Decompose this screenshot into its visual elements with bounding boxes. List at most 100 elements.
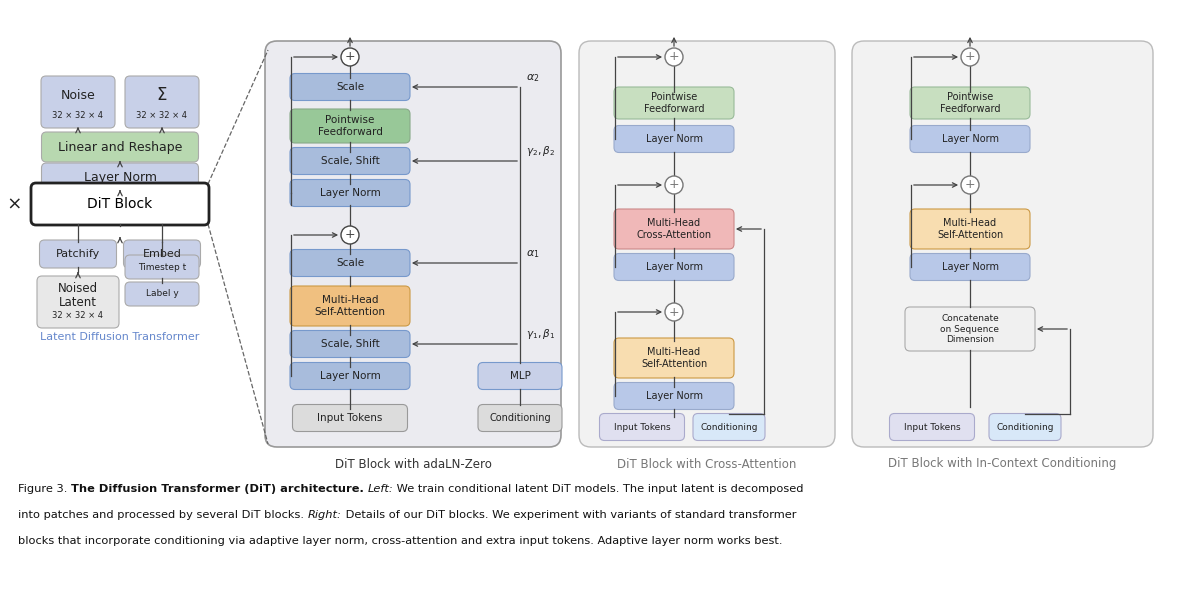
- FancyBboxPatch shape: [126, 76, 199, 128]
- Text: 32 × 32 × 4: 32 × 32 × 4: [52, 111, 103, 121]
- FancyBboxPatch shape: [290, 147, 410, 175]
- FancyBboxPatch shape: [290, 249, 410, 276]
- FancyBboxPatch shape: [614, 382, 734, 410]
- Text: $\gamma_1,\beta_1$: $\gamma_1,\beta_1$: [526, 327, 555, 341]
- FancyBboxPatch shape: [290, 179, 410, 207]
- Text: Noise: Noise: [60, 89, 96, 102]
- Text: Layer Norm: Layer Norm: [645, 134, 702, 144]
- Text: Details of our DiT blocks. We experiment with variants of standard transformer: Details of our DiT blocks. We experiment…: [341, 510, 796, 520]
- Text: into patches and processed by several DiT blocks.: into patches and processed by several Di…: [18, 510, 308, 520]
- Text: Layer Norm: Layer Norm: [941, 262, 998, 272]
- Text: Layer Norm: Layer Norm: [941, 134, 998, 144]
- Text: +: +: [669, 179, 680, 191]
- Text: Layer Norm: Layer Norm: [84, 170, 156, 184]
- Text: The Diffusion Transformer (DiT) architecture.: The Diffusion Transformer (DiT) architec…: [71, 484, 363, 494]
- Text: N ×: N ×: [0, 195, 22, 213]
- Text: Scale: Scale: [336, 82, 363, 92]
- Text: Input Tokens: Input Tokens: [613, 423, 670, 432]
- FancyBboxPatch shape: [31, 183, 210, 225]
- Text: We train conditional latent DiT models. The input latent is decomposed: We train conditional latent DiT models. …: [393, 484, 804, 494]
- Text: +: +: [345, 50, 355, 63]
- Text: Left:: Left:: [367, 484, 393, 494]
- Text: Pointwise
Feedforward: Pointwise Feedforward: [940, 92, 1000, 114]
- Text: $\alpha_2$: $\alpha_2$: [526, 72, 540, 84]
- Text: Scale, Shift: Scale, Shift: [321, 339, 379, 349]
- Text: Pointwise
Feedforward: Pointwise Feedforward: [644, 92, 704, 114]
- FancyBboxPatch shape: [41, 76, 115, 128]
- FancyBboxPatch shape: [290, 109, 410, 143]
- Text: Figure 3.: Figure 3.: [18, 484, 71, 494]
- FancyBboxPatch shape: [41, 163, 199, 191]
- Text: DiT Block with Cross-Attention: DiT Block with Cross-Attention: [617, 458, 797, 471]
- Text: Layer Norm: Layer Norm: [320, 371, 380, 381]
- FancyBboxPatch shape: [905, 307, 1035, 351]
- Text: blocks that incorporate conditioning via adaptive layer norm, cross-attention an: blocks that incorporate conditioning via…: [18, 536, 783, 546]
- FancyBboxPatch shape: [693, 413, 765, 440]
- Text: Label y: Label y: [146, 289, 179, 298]
- FancyBboxPatch shape: [579, 41, 835, 447]
- FancyBboxPatch shape: [910, 209, 1030, 249]
- FancyBboxPatch shape: [478, 404, 562, 432]
- Text: DiT Block with adaLN-Zero: DiT Block with adaLN-Zero: [335, 458, 491, 471]
- Text: +: +: [965, 50, 976, 63]
- Text: Multi-Head
Self-Attention: Multi-Head Self-Attention: [641, 347, 707, 369]
- Text: Conditioning: Conditioning: [700, 423, 758, 432]
- FancyBboxPatch shape: [290, 73, 410, 101]
- FancyBboxPatch shape: [614, 338, 734, 378]
- FancyBboxPatch shape: [614, 87, 734, 119]
- FancyBboxPatch shape: [599, 413, 684, 440]
- Circle shape: [961, 48, 979, 66]
- FancyBboxPatch shape: [292, 404, 407, 432]
- FancyBboxPatch shape: [889, 413, 974, 440]
- Circle shape: [341, 226, 359, 244]
- FancyBboxPatch shape: [123, 240, 200, 268]
- Text: $\gamma_2,\beta_2$: $\gamma_2,\beta_2$: [526, 144, 555, 158]
- Text: Noised
Latent: Noised Latent: [58, 282, 98, 310]
- FancyBboxPatch shape: [614, 209, 734, 249]
- Text: 32 × 32 × 4: 32 × 32 × 4: [52, 311, 103, 320]
- Circle shape: [961, 176, 979, 194]
- FancyBboxPatch shape: [290, 330, 410, 358]
- Text: Layer Norm: Layer Norm: [320, 188, 380, 198]
- FancyBboxPatch shape: [126, 282, 199, 306]
- Text: Layer Norm: Layer Norm: [645, 262, 702, 272]
- Text: Scale, Shift: Scale, Shift: [321, 156, 379, 166]
- Text: Input Tokens: Input Tokens: [903, 423, 960, 432]
- Text: DiT Block: DiT Block: [88, 197, 153, 211]
- Text: Multi-Head
Cross-Attention: Multi-Head Cross-Attention: [637, 218, 712, 240]
- FancyBboxPatch shape: [290, 362, 410, 390]
- Text: MLP: MLP: [509, 371, 530, 381]
- Text: DiT Block with In-Context Conditioning: DiT Block with In-Context Conditioning: [888, 458, 1117, 471]
- FancyBboxPatch shape: [614, 126, 734, 153]
- Circle shape: [665, 48, 683, 66]
- FancyBboxPatch shape: [41, 132, 199, 162]
- FancyBboxPatch shape: [614, 253, 734, 281]
- Text: Input Tokens: Input Tokens: [317, 413, 382, 423]
- Text: Timestep t: Timestep t: [137, 262, 186, 272]
- Circle shape: [665, 176, 683, 194]
- FancyBboxPatch shape: [265, 41, 561, 447]
- FancyBboxPatch shape: [989, 413, 1061, 440]
- Circle shape: [341, 48, 359, 66]
- Text: +: +: [965, 179, 976, 191]
- Text: Linear and Reshape: Linear and Reshape: [58, 140, 182, 153]
- FancyBboxPatch shape: [290, 286, 410, 326]
- Text: +: +: [669, 50, 680, 63]
- FancyBboxPatch shape: [478, 362, 562, 390]
- Text: Latent Diffusion Transformer: Latent Diffusion Transformer: [40, 332, 200, 342]
- Text: +: +: [669, 305, 680, 318]
- Text: Concatenate
on Sequence
Dimension: Concatenate on Sequence Dimension: [940, 314, 999, 344]
- FancyBboxPatch shape: [37, 276, 120, 328]
- Text: Σ: Σ: [156, 86, 167, 105]
- Text: $\alpha_1$: $\alpha_1$: [526, 248, 540, 260]
- Text: Multi-Head
Self-Attention: Multi-Head Self-Attention: [315, 295, 386, 317]
- FancyBboxPatch shape: [910, 126, 1030, 153]
- FancyBboxPatch shape: [910, 253, 1030, 281]
- Text: Pointwise
Feedforward: Pointwise Feedforward: [317, 115, 382, 137]
- Text: Conditioning: Conditioning: [489, 413, 551, 423]
- FancyBboxPatch shape: [910, 87, 1030, 119]
- Text: +: +: [345, 229, 355, 242]
- Text: Layer Norm: Layer Norm: [645, 391, 702, 401]
- FancyBboxPatch shape: [39, 240, 116, 268]
- FancyBboxPatch shape: [126, 255, 199, 279]
